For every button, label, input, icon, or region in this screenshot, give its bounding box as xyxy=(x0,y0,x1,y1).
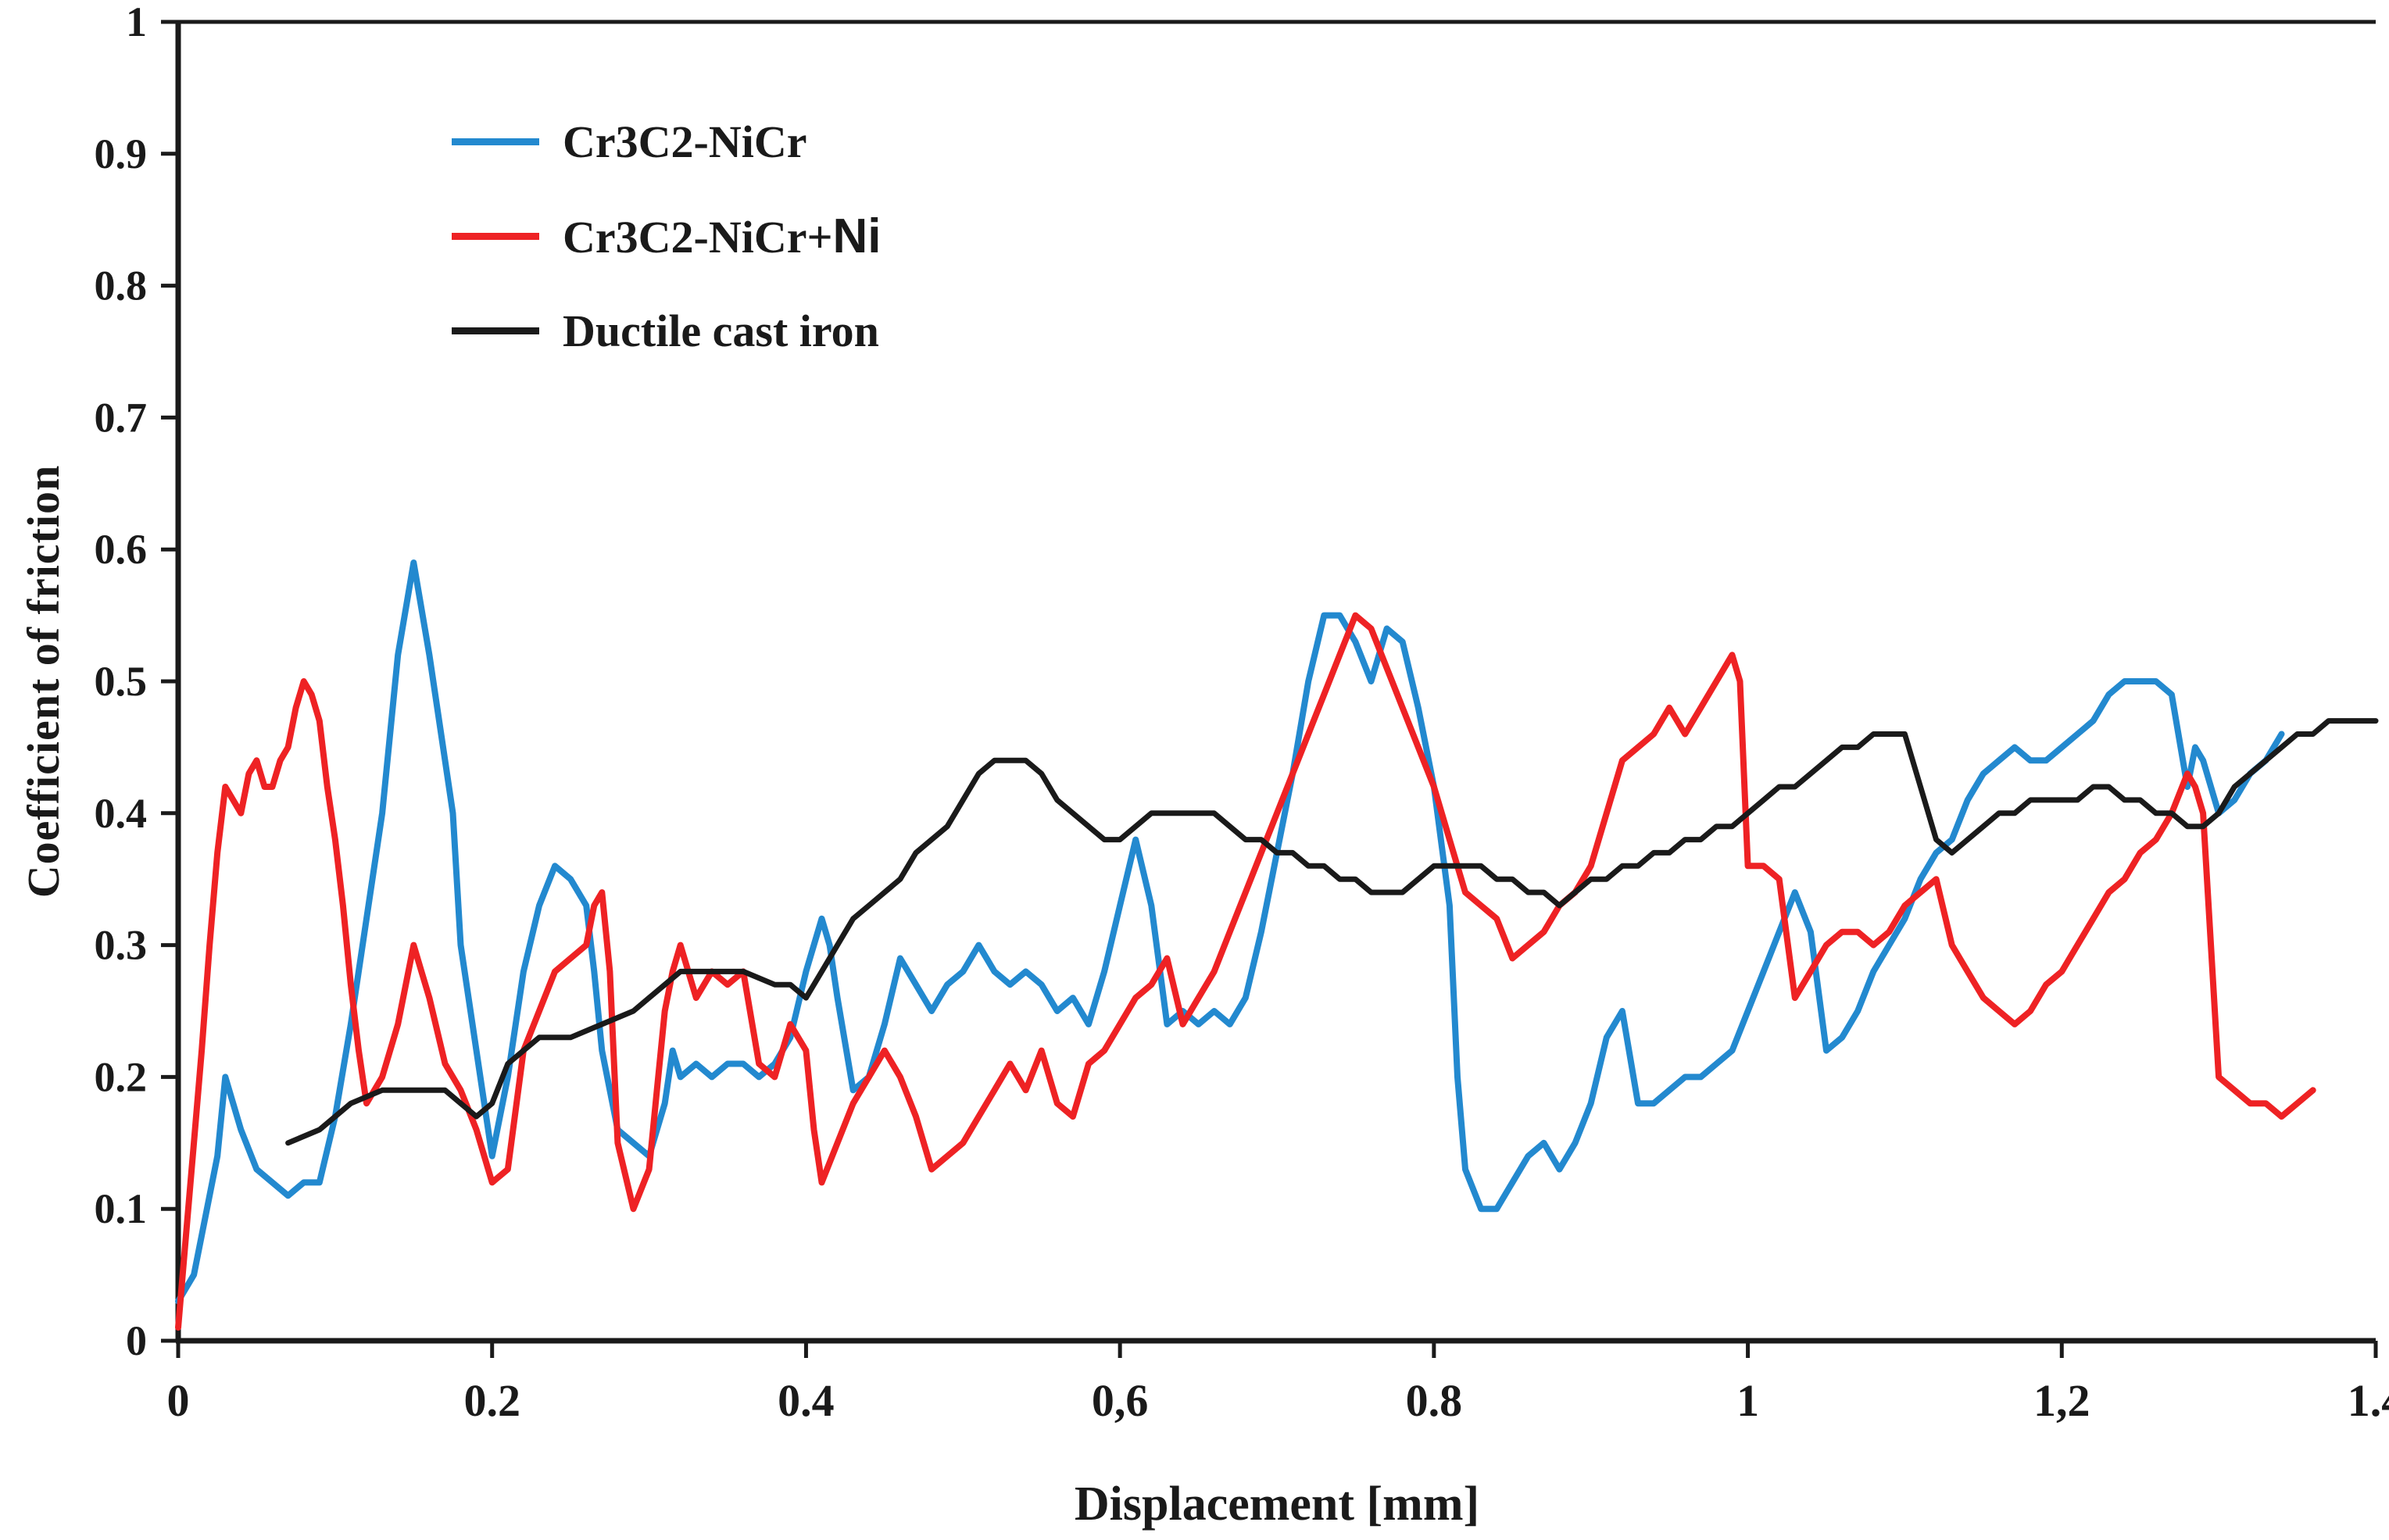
legend-label-cr3c2-nicr: Cr3C2-NiCr xyxy=(563,116,807,167)
legend-label-base: Cr3C2-NiCr+ xyxy=(563,212,833,263)
svg-text:0.8: 0.8 xyxy=(95,263,148,309)
svg-text:0.9: 0.9 xyxy=(95,130,148,177)
svg-text:0.2: 0.2 xyxy=(463,1375,520,1426)
svg-text:0: 0 xyxy=(167,1375,190,1426)
svg-text:1: 1 xyxy=(1736,1375,1759,1426)
svg-text:0.3: 0.3 xyxy=(95,922,148,969)
svg-text:1: 1 xyxy=(126,0,147,45)
legend-swatch-red-line-icon xyxy=(452,233,539,240)
svg-text:0.2: 0.2 xyxy=(95,1053,148,1100)
svg-text:0.5: 0.5 xyxy=(95,658,148,705)
legend-item-ductile-cast-iron: Ductile cast iron xyxy=(452,305,882,357)
svg-text:0,6: 0,6 xyxy=(1092,1375,1149,1426)
svg-text:0.7: 0.7 xyxy=(95,394,148,441)
legend-swatch-black-line-icon xyxy=(452,327,539,334)
svg-text:0.4: 0.4 xyxy=(778,1375,835,1426)
legend-item-cr3c2-nicr-ni: Cr3C2-NiCr+Ni xyxy=(452,209,882,264)
svg-text:0: 0 xyxy=(126,1317,147,1364)
legend-item-cr3c2-nicr: Cr3C2-NiCr xyxy=(452,116,882,168)
svg-text:0.4: 0.4 xyxy=(95,790,148,837)
legend-swatch-blue-line-icon xyxy=(452,138,539,145)
svg-text:0.8: 0.8 xyxy=(1406,1375,1463,1426)
legend-label-suffix: Ni xyxy=(832,209,882,263)
svg-text:1,2: 1,2 xyxy=(2033,1375,2090,1426)
legend-label-cr3c2-nicr-ni: Cr3C2-NiCr+Ni xyxy=(563,209,882,264)
legend-label-ductile-cast-iron: Ductile cast iron xyxy=(563,305,879,356)
legend: Cr3C2-NiCr Cr3C2-NiCr+Ni Ductile cast ir… xyxy=(452,116,882,357)
svg-text:0.1: 0.1 xyxy=(95,1185,148,1232)
svg-text:0.6: 0.6 xyxy=(95,526,148,573)
y-axis-title: Coefficient of friction xyxy=(18,464,69,899)
x-axis-title: Displacement [mm] xyxy=(1074,1477,1480,1531)
svg-text:1.4: 1.4 xyxy=(2348,1375,2389,1426)
